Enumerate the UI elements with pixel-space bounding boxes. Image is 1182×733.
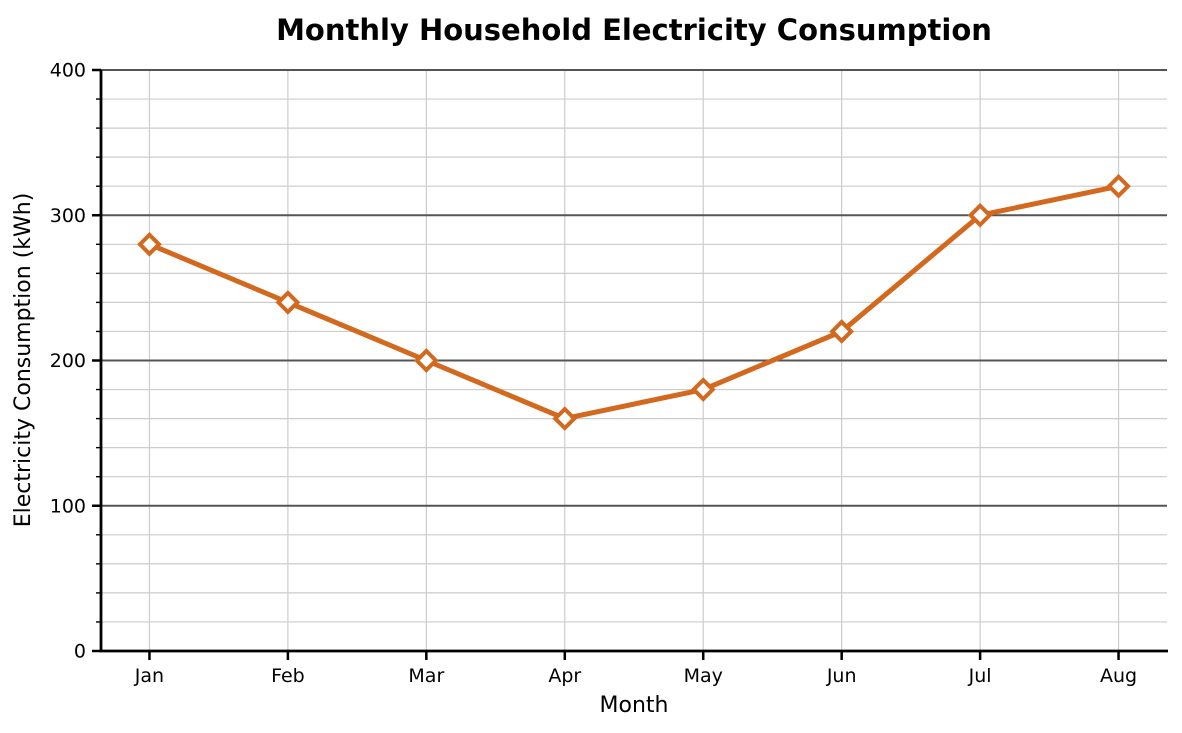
x-tick-label: Jan (134, 665, 164, 687)
axis-layer: 0 100 200 300 400 Jan Feb Mar Apr May Jun Jul Aug (50, 60, 1168, 687)
data-point-marker (137, 231, 162, 257)
x-tick-label: Jul (968, 665, 992, 687)
y-tick-label: 200 (50, 350, 86, 372)
x-tick-label: Feb (271, 665, 305, 687)
data-point-marker (690, 377, 716, 402)
y-tick-label: 100 (50, 495, 86, 517)
data-point-marker (552, 406, 578, 431)
data-point-marker (275, 290, 301, 315)
x-tick-label: Jun (826, 665, 857, 687)
x-tick-label: May (684, 665, 723, 687)
data-point-marker (829, 319, 854, 344)
x-tick-label: Aug (1100, 665, 1137, 687)
series-layer (137, 173, 1131, 431)
data-point-marker (1106, 173, 1131, 199)
y-axis-label: Electricity Consumption (kWh) (11, 193, 36, 528)
data-point-marker (967, 202, 993, 228)
x-axis-label: Month (600, 693, 669, 718)
y-tick-label: 400 (50, 60, 86, 82)
grid-layer (101, 69, 1167, 651)
x-tick-label: Apr (548, 665, 581, 687)
chart-title: Monthly Household Electricity Consumptio… (276, 13, 992, 47)
series-line (146, 183, 1122, 422)
y-tick-label: 300 (50, 205, 86, 227)
x-tick-label: Mar (408, 665, 444, 687)
y-tick-label: 0 (74, 641, 86, 663)
data-point-marker (414, 348, 439, 373)
